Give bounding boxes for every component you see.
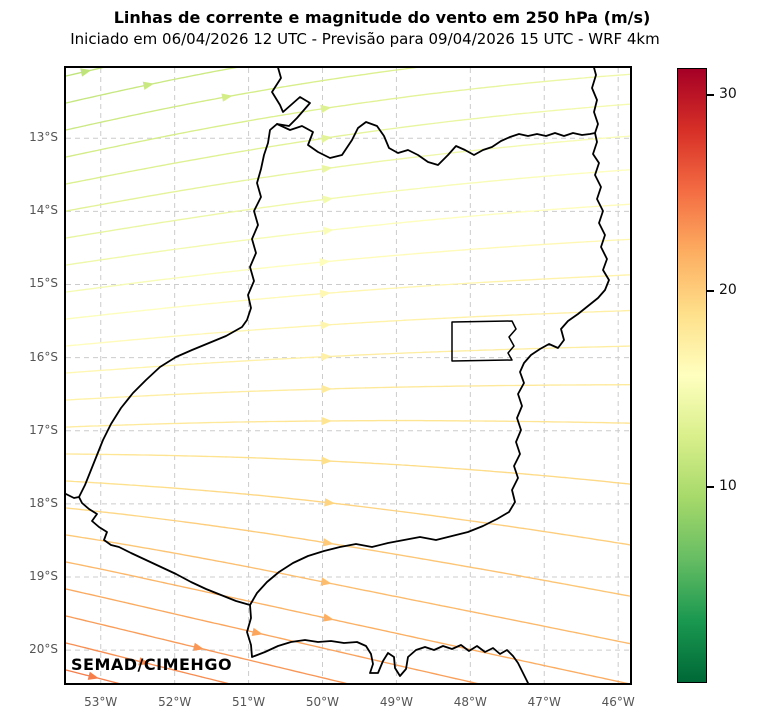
x-tick-label: 48°W	[453, 695, 487, 709]
streamline-arrow	[321, 164, 333, 174]
streamline-arrow	[319, 289, 331, 298]
streamline	[66, 669, 120, 683]
colorbar-tick-mark	[707, 290, 714, 293]
streamline-arrow	[321, 456, 332, 465]
state-border	[249, 121, 610, 606]
x-tick-label: 46°W	[601, 695, 635, 709]
streamline-arrow	[320, 352, 332, 362]
state-border	[591, 68, 599, 134]
streamline	[66, 68, 238, 104]
streamline-arrow	[320, 577, 332, 586]
streamline	[66, 345, 630, 374]
streamline	[66, 534, 630, 645]
streamline	[66, 135, 630, 212]
streamline-arrow	[192, 642, 205, 651]
streamline	[66, 480, 630, 546]
x-tick-label: 47°W	[527, 695, 561, 709]
streamline-arrow	[321, 416, 332, 426]
streamline	[66, 561, 629, 683]
chart-title: Linhas de corrente e magnitude do vento …	[113, 8, 651, 27]
streamline	[66, 274, 630, 320]
map-plot-area	[66, 68, 630, 683]
colorbar-tick-mark	[707, 486, 714, 489]
streamline	[66, 642, 229, 683]
streamline-arrow	[142, 81, 154, 90]
y-tick-label: 15°S	[29, 276, 58, 291]
state-border	[78, 68, 530, 683]
colorbar-tick-label: 20	[719, 282, 737, 299]
colorbar-tick-mark	[707, 94, 714, 97]
streamline-arrow	[221, 93, 233, 102]
x-tick-label: 49°W	[379, 695, 413, 709]
y-tick-label: 14°S	[29, 203, 58, 218]
streamline-arrow	[322, 538, 334, 547]
streamline	[66, 453, 630, 485]
x-tick-label: 53°W	[84, 695, 118, 709]
streamline	[66, 103, 630, 185]
streamline	[66, 169, 630, 239]
streamline-arrow	[321, 384, 332, 394]
x-tick-label: 51°W	[232, 695, 266, 709]
streamline	[66, 68, 104, 77]
colorbar-tick-label: 10	[719, 478, 737, 495]
y-tick-label: 18°S	[29, 495, 58, 510]
streamline	[66, 615, 348, 683]
streamline-arrow	[324, 498, 336, 507]
streamline-arrow	[322, 613, 334, 622]
streamline	[66, 507, 630, 597]
streamline	[66, 416, 630, 428]
x-tick-label: 50°W	[305, 695, 340, 709]
streamline-arrow	[322, 195, 334, 204]
streamline-arrow	[319, 258, 331, 267]
y-tick-label: 13°S	[29, 130, 58, 145]
streamline-arrow	[320, 104, 332, 114]
streamline	[66, 203, 630, 266]
colorbar-gradient	[678, 69, 706, 682]
df-border	[451, 320, 517, 362]
streamline-arrow	[320, 321, 332, 330]
chart-subtitle: Iniciado em 06/04/2026 12 UTC - Previsão…	[70, 30, 660, 48]
streamline-arrow	[251, 627, 263, 636]
credit-watermark: SEMAD/CIMEHGO	[71, 655, 233, 674]
streamline-arrow	[138, 657, 150, 666]
streamline-arrow	[320, 134, 332, 143]
colorbar-tick-label: 30	[719, 86, 737, 103]
streamline-arrow	[80, 68, 92, 77]
streamline	[66, 588, 478, 683]
map-canvas	[66, 68, 630, 683]
streamline	[66, 68, 417, 131]
streamline-arrow	[322, 226, 334, 236]
x-tick-label: 52°W	[158, 695, 192, 709]
streamline	[66, 73, 630, 158]
y-tick-label: 16°S	[29, 349, 58, 364]
y-tick-label: 19°S	[29, 568, 58, 583]
y-tick-label: 20°S	[29, 642, 58, 657]
colorbar	[677, 68, 707, 683]
streamline	[66, 238, 630, 293]
streamline	[66, 309, 630, 347]
state-border	[66, 493, 80, 499]
streamline	[66, 384, 630, 401]
y-tick-label: 17°S	[29, 422, 58, 437]
streamline-arrow	[87, 671, 99, 680]
streamlines-layer	[66, 68, 630, 683]
borders-layer	[66, 68, 610, 683]
